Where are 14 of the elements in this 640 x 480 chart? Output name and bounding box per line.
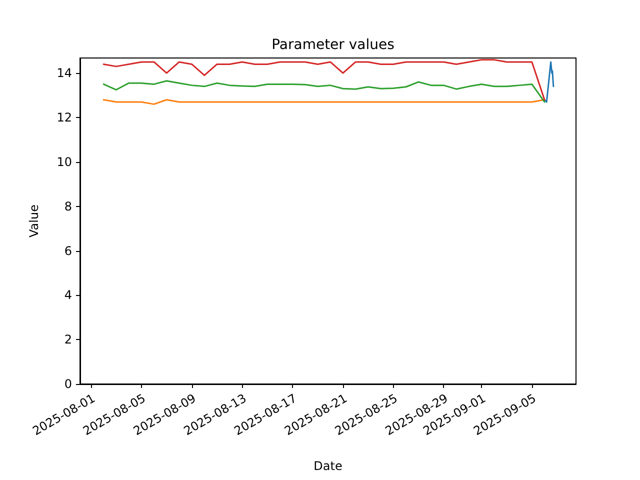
- y-tick-label: 10: [56, 154, 72, 169]
- x-axis-title: Date: [314, 459, 342, 473]
- line-series: [544, 61, 554, 103]
- y-tick-label: 6: [64, 244, 72, 258]
- line-series: [102, 59, 546, 100]
- y-tick-label: 2: [64, 332, 72, 347]
- y-tick-label: 4: [64, 288, 72, 302]
- y-tick-label: 8: [64, 199, 72, 214]
- y-tick-label: 14: [56, 66, 72, 80]
- line-series: [102, 80, 546, 103]
- y-axis-title: Value: [27, 204, 41, 238]
- chart-title: Parameter values: [272, 37, 394, 53]
- y-tick-label: 0: [64, 377, 72, 391]
- y-tick-label: 12: [56, 110, 72, 125]
